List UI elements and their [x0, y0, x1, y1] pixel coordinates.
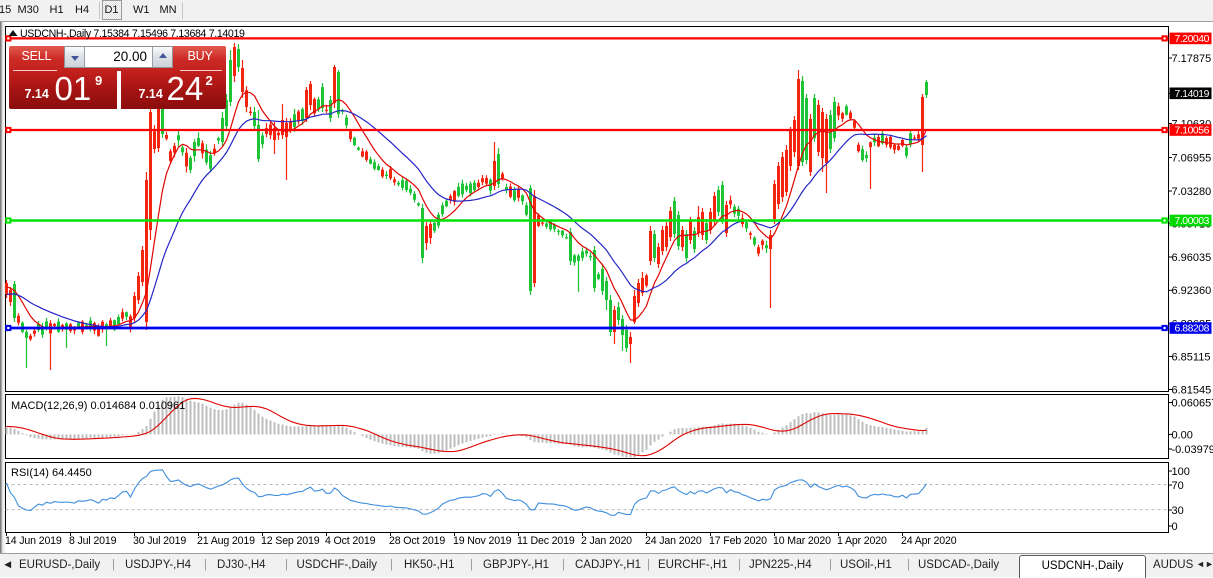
svg-text:USDCNH-,Daily 7.15384 7.15496: USDCNH-,Daily 7.15384 7.15496 7.13684 7.… [20, 28, 245, 40]
svg-text:7.00003: 7.00003 [1175, 216, 1210, 227]
svg-text:7.17875: 7.17875 [1172, 53, 1212, 65]
svg-text:24 Jan 2020: 24 Jan 2020 [645, 535, 702, 547]
svg-text:0: 0 [1172, 521, 1178, 533]
svg-text:1 Apr 2020: 1 Apr 2020 [837, 535, 887, 547]
svg-text:12 Sep 2019: 12 Sep 2019 [261, 535, 320, 547]
svg-text:10 Mar 2020: 10 Mar 2020 [773, 535, 831, 547]
svg-text:19 Nov 2019: 19 Nov 2019 [453, 535, 512, 547]
svg-text:7.14019: 7.14019 [1175, 89, 1210, 100]
svg-text:21 Aug 2019: 21 Aug 2019 [197, 535, 255, 547]
svg-text:70: 70 [1172, 480, 1184, 492]
svg-text:7.06955: 7.06955 [1172, 152, 1212, 164]
svg-text:0.00: 0.00 [1172, 429, 1193, 441]
svg-text:6.88208: 6.88208 [1175, 324, 1210, 335]
svg-text:RSI(14) 64.4450: RSI(14) 64.4450 [11, 467, 92, 479]
svg-text:17 Feb 2020: 17 Feb 2020 [709, 535, 767, 547]
svg-text:-0.039792: -0.039792 [1172, 444, 1213, 456]
svg-text:6.92360: 6.92360 [1172, 285, 1212, 297]
svg-text:14 Jun 2019: 14 Jun 2019 [5, 535, 62, 547]
svg-text:6.96035: 6.96035 [1172, 252, 1212, 264]
svg-text:30: 30 [1172, 505, 1184, 517]
svg-text:7.10056: 7.10056 [1175, 126, 1210, 137]
svg-text:100: 100 [1172, 466, 1190, 478]
svg-text:7.20040: 7.20040 [1175, 34, 1210, 45]
svg-text:0.060657: 0.060657 [1172, 397, 1213, 409]
svg-text:4 Oct 2019: 4 Oct 2019 [325, 535, 376, 547]
svg-text:MACD(12,26,9) 0.014684 0.01096: MACD(12,26,9) 0.014684 0.010961 [11, 400, 185, 412]
svg-text:8 Jul 2019: 8 Jul 2019 [69, 535, 117, 547]
svg-text:6.81545: 6.81545 [1172, 384, 1212, 396]
svg-text:11 Dec 2019: 11 Dec 2019 [517, 535, 575, 547]
svg-text:30 Jul 2019: 30 Jul 2019 [133, 535, 186, 547]
svg-text:24 Apr 2020: 24 Apr 2020 [901, 535, 957, 547]
svg-text:7.03280: 7.03280 [1172, 186, 1212, 198]
svg-text:2 Jan 2020: 2 Jan 2020 [581, 535, 632, 547]
svg-text:6.85115: 6.85115 [1172, 351, 1211, 363]
svg-text:28 Oct 2019: 28 Oct 2019 [389, 535, 445, 547]
